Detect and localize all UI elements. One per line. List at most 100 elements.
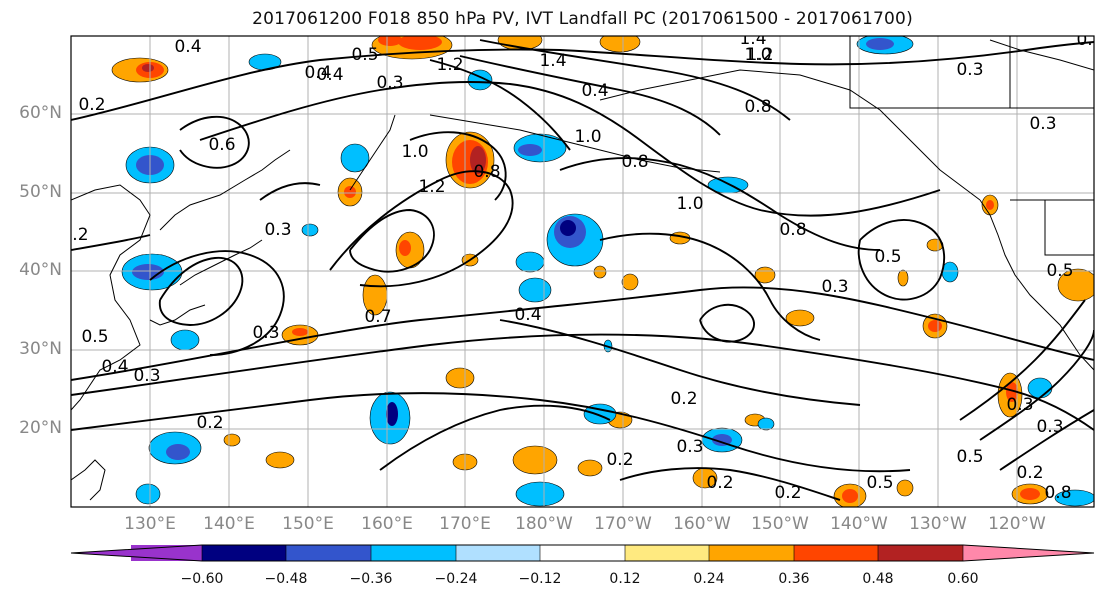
contour-label: 0.2 [1016, 463, 1043, 483]
contour-label: 0.3 [1036, 417, 1063, 437]
coastline-segment [179, 239, 263, 286]
ivt-contour-line [71, 234, 151, 251]
ivt-contour-line [999, 409, 1094, 471]
pv-anomaly-patch [577, 459, 603, 477]
latitude-label: 50°N [19, 182, 62, 202]
colorbar-tick-label: −0.36 [349, 571, 393, 587]
coastlines [71, 36, 1094, 501]
pv-anomaly-patch [986, 200, 994, 210]
colorbar-tick-label: 0.60 [947, 571, 979, 587]
colorbar-tick-label: 0.24 [693, 571, 725, 587]
coastline-segment [599, 69, 981, 201]
pv-anomaly-patch [142, 64, 154, 72]
contour-label: 0.3 [1029, 114, 1056, 134]
colorbar-segment [456, 545, 540, 561]
longitude-label: 120°W [988, 514, 1046, 534]
contour-label: 0.4 [514, 305, 541, 325]
contour-label: 0.5 [874, 247, 901, 267]
coastline-segment [989, 39, 1094, 71]
latitude-label: 60°N [19, 103, 62, 123]
contour-label: 1.0 [744, 45, 771, 65]
contour-label: 0.2 [774, 483, 801, 503]
pv-anomaly-patch [265, 451, 295, 469]
figure-title: 2017061200 F018 850 hPa PV, IVT Landfall… [252, 9, 913, 29]
pv-anomaly-patch [757, 417, 775, 431]
longitude-label: 160°E [361, 514, 413, 534]
contour-label: 0.2 [78, 95, 105, 115]
ivt-contour-line [71, 333, 1094, 431]
pv-anomaly-patch [518, 277, 552, 303]
ivt-contour-line [158, 257, 244, 326]
contour-label: 0.8 [621, 152, 648, 172]
coastline-segment [429, 114, 721, 173]
ivt-contour-line [619, 467, 841, 501]
contour-label: 0.3 [133, 366, 160, 386]
pv-anomaly-patch [621, 273, 639, 291]
contour-label: 0.2 [196, 413, 223, 433]
pv-anomaly-patch [378, 36, 402, 46]
longitude-label: 150°E [282, 514, 334, 534]
colorbar-tick-label: 0.36 [778, 571, 810, 587]
longitude-label: 170°W [594, 514, 652, 534]
pv-anomaly-patch [515, 251, 545, 273]
ivt-contour-line [599, 232, 821, 341]
longitude-label: 160°W [673, 514, 731, 534]
colorbar-segment [878, 545, 963, 561]
contour-label: 0.3 [956, 60, 983, 80]
contour-label: 0.4 [304, 63, 331, 83]
latitude-label: 40°N [19, 260, 62, 280]
ivt-contour-line [149, 250, 285, 356]
colorbar-tick-label: −0.12 [518, 571, 562, 587]
contour-label: 0.3 [821, 277, 848, 297]
colorbar [70, 544, 1095, 562]
latitude-label: 20°N [19, 418, 62, 438]
contour-label: 0.8 [1044, 483, 1071, 503]
ivt-contour-line [499, 319, 861, 406]
colorbar-segment [286, 545, 371, 561]
pv-anomaly-patch [842, 489, 858, 503]
colorbar-segment [625, 545, 709, 561]
coastline-segment [71, 184, 151, 411]
colorbar-tick-label: −0.24 [434, 571, 478, 587]
pv-anomaly-patch [223, 433, 241, 447]
coastline-segment [979, 199, 1094, 371]
ivt-contour-line [259, 182, 321, 201]
contour-label: 0.4 [174, 37, 201, 57]
longitude-label: 180°W [515, 514, 573, 534]
contour-label: 0.3 [264, 220, 291, 240]
pv-anomaly-patch [599, 36, 641, 53]
ivt-contour-line [959, 299, 1086, 421]
ivt-contour-line [329, 170, 514, 288]
coastline-segment [1009, 36, 1094, 109]
colorbar-segment [371, 545, 456, 561]
latitude-label: 30°N [19, 339, 62, 359]
contour-label: 0.2 [61, 225, 88, 245]
colorbar-segment [709, 545, 794, 561]
pv-anomaly-patch [166, 444, 190, 460]
pv-anomaly-patch [512, 445, 558, 475]
pv-anomaly-patch [1006, 382, 1018, 402]
pv-anomaly-patch [135, 483, 161, 505]
pv-anomaly-patch [518, 144, 542, 156]
pv-anomaly-patch [292, 328, 308, 336]
pv-anomaly-patch [1057, 268, 1094, 302]
contour-label: 1.2 [436, 55, 463, 75]
ivt-contour-line [857, 219, 946, 301]
coastline-segment [349, 114, 396, 191]
contour-label: 0.2 [706, 473, 733, 493]
contour-label: 0.4 [581, 81, 608, 101]
pv-anomaly-patch [340, 143, 370, 173]
ivt-contour-line [71, 392, 911, 473]
contour-label: 0.8 [744, 97, 771, 117]
contour-label: 1.4 [739, 29, 766, 49]
contour-label: 0.3 [1076, 30, 1103, 50]
pv-anomaly-fill [111, 36, 1094, 507]
ivt-contour-line [71, 286, 1094, 381]
pv-anomaly-patch [712, 434, 732, 446]
pv-anomaly-patch [896, 479, 914, 497]
pv-anomaly-patch [897, 269, 909, 287]
contour-label: 0.7 [364, 307, 391, 327]
contour-labels: 0.40.40.50.30.20.60.31.01.20.81.2 1.41.41… [61, 29, 1103, 503]
contour-label: 1.0 [676, 194, 703, 214]
